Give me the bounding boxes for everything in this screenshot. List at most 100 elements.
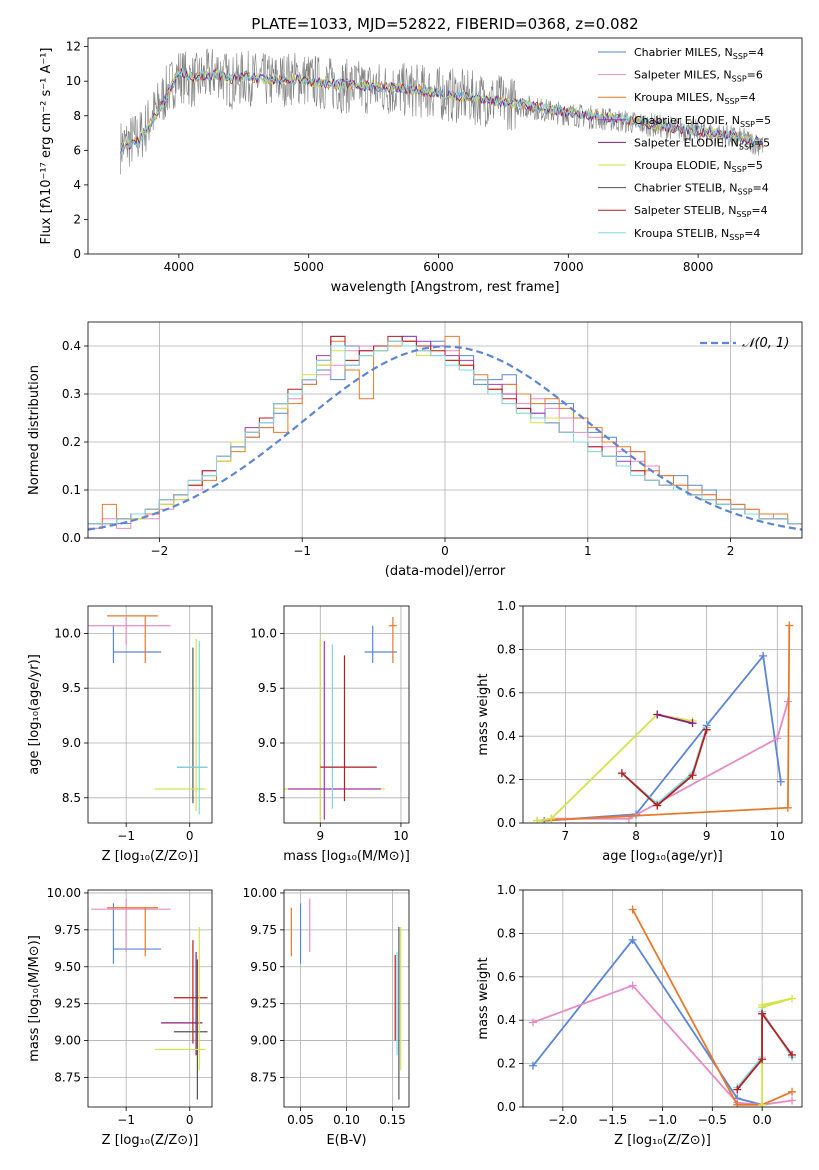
grid: [523, 889, 802, 1108]
axes-frame: [87, 889, 213, 1108]
y-tick-label: 8.75: [54, 1070, 81, 1084]
weight-marker: [547, 814, 556, 823]
figure-title: PLATE=1033, MJD=52822, FIBERID=0368, z=0…: [251, 15, 638, 33]
x-tick-label: 7: [562, 829, 570, 843]
weight-marker: [776, 777, 785, 786]
weight-vs-metallicity-panel: −2.0 −1.5 −1.0 −0.5 0.0 0.0 0.2 0.4 0.6 0.8 1.0 Z […: [476, 883, 803, 1148]
y-tick-label: 8.5: [258, 791, 277, 805]
y-tick-label: 0.2: [497, 1057, 516, 1071]
x-tick-label: 1: [584, 544, 592, 558]
y-tick-label: 0.0: [497, 1100, 516, 1114]
weight-line-salpeter_elodie: [656, 713, 693, 725]
plot-area: [88, 615, 208, 815]
y-tick-label: 0.0: [62, 531, 81, 545]
weight-vs-age-panel: 7 8 9 10 0.0 0.2 0.4 0.6 0.8 1.0 age [log₁₀(age/yr…: [476, 599, 803, 864]
y-tick-label: 9.5: [62, 681, 81, 695]
x-tick-label: −1: [293, 544, 311, 558]
y-tick-label: 9.00: [250, 1034, 277, 1048]
x-tick-label: 7000: [553, 260, 584, 274]
weight-marker: [617, 769, 626, 778]
y-tick-label: 9.25: [54, 997, 81, 1011]
y-tick-label: 9.75: [250, 923, 277, 937]
weight-line-chabrier_miles: [544, 653, 782, 822]
y-tick-label: 9.50: [54, 960, 81, 974]
legend-entry: Kroupa STELIB, NSSP=4: [634, 227, 760, 242]
y-axis-label: Normed distribution: [27, 365, 42, 495]
x-tick-label: −1: [117, 1113, 135, 1127]
x-tick-label: 0.10: [333, 1113, 360, 1127]
axes: −1 0 8.5 9.0 9.5 10.0 Z [log₁₀(Z/Z⊙)] age [log₁…: [27, 605, 213, 864]
y-tick-label: 0.8: [497, 642, 516, 656]
y-tick-label: 0.4: [62, 339, 81, 353]
y-tick-label: 0.4: [497, 1013, 516, 1027]
legend-entry: Salpeter MILES, NSSP=6: [634, 69, 763, 84]
y-tick-label: 9.50: [250, 960, 277, 974]
weight-marker: [788, 1050, 797, 1059]
axes-frame: [87, 605, 213, 824]
legend-entry: Kroupa ELODIE, NSSP=5: [634, 159, 763, 174]
weight-marker: [773, 734, 782, 743]
legend-entry: Chabrier STELIB, NSSP=4: [634, 182, 769, 197]
x-tick-label: 0: [186, 1113, 194, 1127]
y-tick-label: 6: [73, 143, 81, 157]
x-tick-label: −1: [117, 829, 135, 843]
axes: 9 10 8.5 9.0 9.5 10.0 mass [log₁₀(M/M⊙)]: [250, 605, 410, 864]
y-axis-label: mass [log₁₀(M/M⊙)]: [27, 935, 42, 1062]
plot-area: [290, 898, 402, 1100]
weight-marker: [758, 1055, 767, 1064]
spectrum-legend: Chabrier MILES, NSSP=4 Salpeter MILES, NS…: [598, 46, 771, 242]
model-spectrum-salpeter_elodie: [120, 68, 764, 154]
axes-frame: [522, 889, 803, 1108]
y-tick-label: 10.00: [243, 886, 277, 900]
y-tick-label: 0.6: [497, 686, 516, 700]
x-axis-label: (data-model)/error: [385, 564, 506, 579]
weight-marker: [788, 994, 797, 1003]
grid: [284, 606, 409, 823]
plot-area: [533, 621, 794, 823]
plot-area: [88, 335, 802, 531]
weight-marker: [653, 710, 662, 719]
weight-line-kroupa_stelib: [621, 727, 708, 805]
y-tick-label: 10.00: [47, 886, 81, 900]
x-tick-label: 10: [393, 829, 408, 843]
age-vs-metallicity-panel: −1 0 8.5 9.0 9.5 10.0 Z [log₁₀(Z/Z⊙)] age [log₁…: [27, 605, 213, 864]
grid: [284, 890, 409, 1107]
y-axis-label: mass weight: [476, 673, 491, 755]
x-tick-label: −0.5: [698, 1113, 727, 1127]
y-tick-label: 10: [66, 74, 81, 88]
legend-entry: 𝒩(0, 1): [742, 336, 789, 351]
weight-marker: [788, 1096, 797, 1105]
x-tick-label: 10: [770, 829, 785, 843]
x-tick-label: −1.5: [598, 1113, 627, 1127]
y-tick-label: 8.5: [62, 791, 81, 805]
weight-marker: [528, 1018, 537, 1027]
axes: −2 −1 0 1 2 0.0 0.1 0.2 0.3 0.4 (data-model)/error…: [27, 321, 803, 579]
axes-frame: [87, 321, 803, 539]
x-axis-label: E(B-V): [326, 1133, 366, 1148]
age-vs-mass-panel: 9 10 8.5 9.0 9.5 10.0 mass [log₁₀(M/M⊙)]: [250, 605, 410, 864]
x-tick-label: 8000: [683, 260, 714, 274]
y-axis-label: mass weight: [476, 957, 491, 1039]
legend-entry: Salpeter ELODIE, NSSP=5: [634, 136, 770, 151]
weight-marker: [628, 981, 637, 990]
plot-area: [91, 898, 208, 1100]
y-tick-label: 4: [73, 178, 81, 192]
residuals-panel: −2 −1 0 1 2 0.0 0.1 0.2 0.3 0.4 (data-model)/error…: [27, 321, 803, 579]
weight-marker: [758, 1009, 767, 1018]
y-tick-label: 0.2: [62, 435, 81, 449]
weight-marker: [702, 725, 711, 734]
weight-marker: [528, 1061, 537, 1070]
axes-frame: [522, 605, 803, 824]
x-tick-label: 0.15: [379, 1113, 406, 1127]
x-tick-label: −2: [151, 544, 169, 558]
x-axis-label: age [log₁₀(age/yr)]: [602, 849, 723, 864]
weight-line-chabrier_miles: [532, 938, 763, 1106]
weight-marker: [688, 719, 697, 728]
observed-spectrum: [120, 48, 764, 175]
axes: 7 8 9 10 0.0 0.2 0.4 0.6 0.8 1.0 age [log₁₀(age/yr…: [476, 599, 803, 864]
y-tick-label: 0.3: [62, 387, 81, 401]
weight-marker: [733, 1100, 742, 1107]
y-tick-label: 9.0: [258, 736, 277, 750]
legend-entry: Salpeter STELIB, NSSP=4: [634, 204, 768, 219]
legend-entry: Chabrier MILES, NSSP=4: [634, 46, 764, 61]
